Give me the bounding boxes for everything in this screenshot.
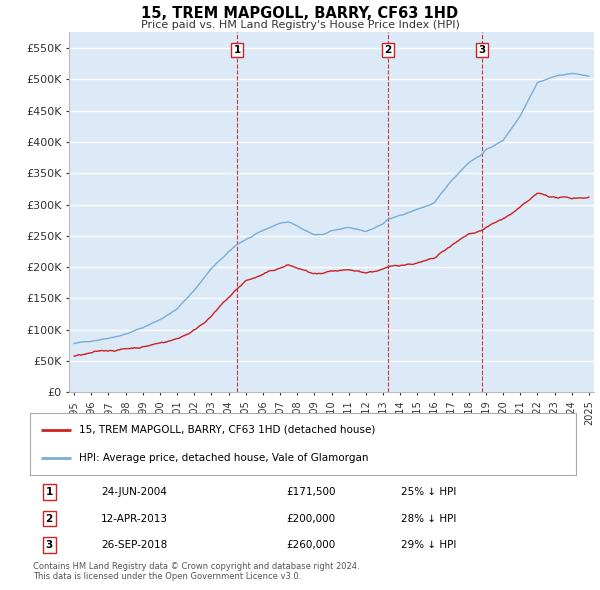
Text: 12-APR-2013: 12-APR-2013 [101,513,168,523]
Text: £171,500: £171,500 [287,487,336,497]
Text: Contains HM Land Registry data © Crown copyright and database right 2024.
This d: Contains HM Land Registry data © Crown c… [33,562,359,581]
Text: 3: 3 [46,540,53,550]
Text: 29% ↓ HPI: 29% ↓ HPI [401,540,457,550]
Text: £200,000: £200,000 [287,513,336,523]
Text: 24-JUN-2004: 24-JUN-2004 [101,487,167,497]
Text: 26-SEP-2018: 26-SEP-2018 [101,540,167,550]
Text: 28% ↓ HPI: 28% ↓ HPI [401,513,457,523]
Text: 3: 3 [478,45,485,55]
Text: 15, TREM MAPGOLL, BARRY, CF63 1HD: 15, TREM MAPGOLL, BARRY, CF63 1HD [142,6,458,21]
Text: 15, TREM MAPGOLL, BARRY, CF63 1HD (detached house): 15, TREM MAPGOLL, BARRY, CF63 1HD (detac… [79,425,376,435]
Text: 1: 1 [233,45,241,55]
Text: £260,000: £260,000 [287,540,336,550]
Text: 25% ↓ HPI: 25% ↓ HPI [401,487,457,497]
Text: 2: 2 [385,45,392,55]
Text: 1: 1 [46,487,53,497]
Text: 2: 2 [46,513,53,523]
Text: Price paid vs. HM Land Registry's House Price Index (HPI): Price paid vs. HM Land Registry's House … [140,20,460,30]
Text: HPI: Average price, detached house, Vale of Glamorgan: HPI: Average price, detached house, Vale… [79,453,368,463]
